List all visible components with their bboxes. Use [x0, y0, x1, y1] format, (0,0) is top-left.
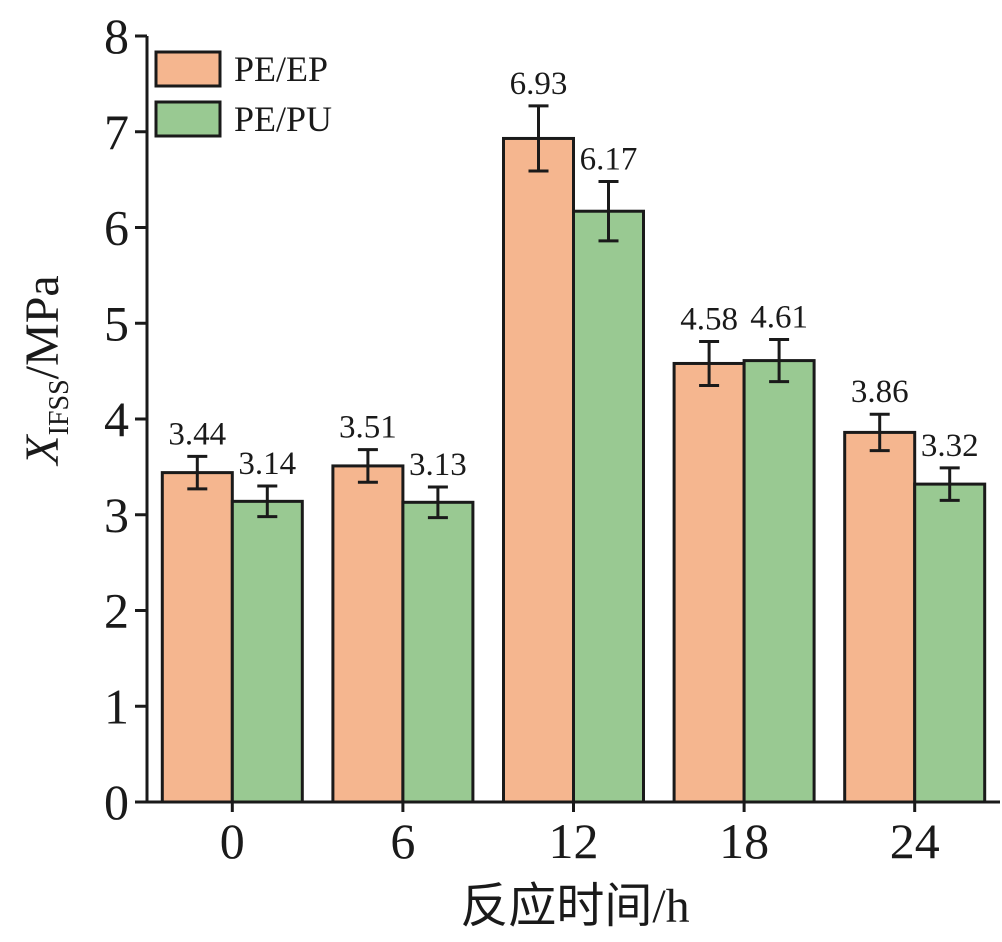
data-label: 3.32	[921, 428, 979, 464]
y-tick-label: 3	[104, 487, 129, 543]
y-tick-label: 5	[104, 295, 129, 351]
x-axis-title: 反应时间/h	[460, 880, 689, 933]
data-label: 6.17	[580, 142, 638, 178]
x-tick-label: 12	[549, 813, 599, 869]
bar-pe-pu-18	[742, 359, 816, 804]
x-tick-label: 24	[890, 813, 940, 869]
legend-swatch-pe-ep	[154, 50, 222, 88]
y-tick-label: 6	[104, 200, 129, 256]
legend-label-pe-ep: PE/EP	[234, 49, 328, 89]
x-tick-label: 0	[220, 813, 245, 869]
data-label: 3.13	[409, 447, 467, 483]
bar-pe-pu-6	[401, 500, 475, 804]
legend-label-pe-pu: PE/PU	[234, 99, 332, 139]
y-axis-title-subscript: IFSS	[44, 379, 75, 435]
bar-pe-ep-24	[843, 430, 917, 804]
data-label: 4.58	[680, 301, 738, 337]
y-axis-title: XIFSS/MPa	[16, 275, 75, 466]
y-tick-label: 0	[104, 774, 129, 830]
bar-pe-ep-12	[502, 136, 575, 804]
y-tick-label: 1	[104, 678, 129, 734]
x-tick-label: 6	[390, 813, 415, 869]
data-label: 3.14	[238, 446, 296, 482]
bar-pe-ep-6	[331, 464, 405, 804]
legend: PE/EP PE/PU	[154, 49, 332, 139]
x-tick-label: 18	[719, 813, 769, 869]
bar-pe-pu-0	[230, 499, 304, 804]
data-label: 6.93	[510, 66, 568, 102]
legend-swatch-pe-pu	[154, 100, 222, 138]
y-axis-title-suffix: /MPa	[16, 275, 69, 379]
bar-pe-ep-18	[672, 361, 746, 804]
bar-pe-ep-0	[160, 471, 234, 804]
bar-pe-pu-24	[913, 482, 987, 804]
bar-pe-pu-12	[572, 209, 645, 804]
y-axis-title-main: X	[16, 434, 69, 467]
data-label: 4.61	[750, 300, 808, 336]
data-label: 3.51	[339, 410, 397, 446]
y-tick-label: 4	[104, 391, 129, 447]
data-label: 3.86	[851, 374, 909, 410]
y-tick-label: 2	[104, 583, 129, 639]
y-tick-label: 8	[104, 8, 129, 64]
y-tick-label: 7	[104, 104, 129, 160]
data-label: 3.44	[168, 416, 226, 452]
